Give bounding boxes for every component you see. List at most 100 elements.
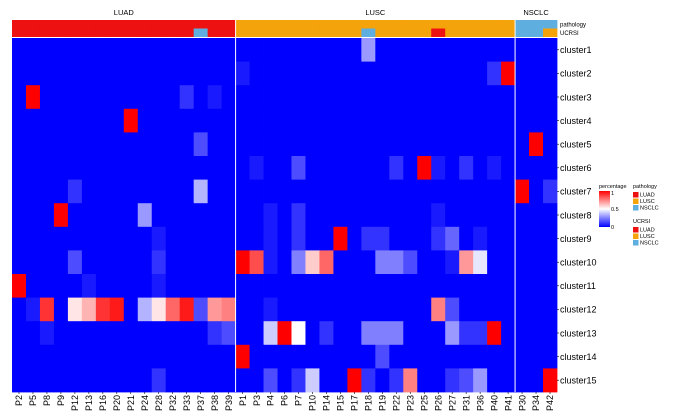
heatmap-cell (123, 321, 139, 346)
heatmap-cell (179, 368, 195, 393)
heatmap-cell (109, 368, 125, 393)
heatmap-cell (417, 250, 432, 275)
heatmap-cell (193, 179, 209, 204)
heatmap-cell (123, 85, 139, 110)
heatmap-cell (123, 344, 139, 369)
col-label: P2 (14, 395, 24, 406)
heatmap-cell (347, 274, 362, 298)
heatmap-cell (12, 274, 27, 298)
heatmap-cell (389, 274, 404, 298)
heatmap-cell (361, 203, 376, 228)
heatmap-cell (207, 156, 223, 180)
heatmap-cell (137, 179, 153, 204)
heatmap-cell (263, 274, 278, 298)
heatmap-cell (123, 368, 139, 393)
heatmap-cell (403, 38, 418, 62)
heatmap-cell (67, 203, 83, 228)
heatmap-cell (263, 179, 278, 204)
heatmap-cell (67, 61, 83, 86)
pathology-cell (81, 20, 97, 29)
heatmap-cell (501, 344, 516, 369)
col-label: P38 (210, 395, 220, 411)
heatmap-cell (445, 321, 460, 346)
heatmap-cell (375, 132, 390, 157)
heatmap-cell (137, 132, 153, 157)
heatmap-cell (165, 203, 181, 228)
heatmap-cell (291, 61, 306, 86)
heatmap-cell (319, 156, 334, 180)
heatmap-cell (319, 61, 334, 86)
heatmap-cell (501, 132, 516, 157)
heatmap-cell (25, 132, 41, 157)
heatmap-cell (207, 344, 223, 369)
ucrsi-cell (291, 28, 306, 37)
heatmap-cell (515, 226, 530, 251)
heatmap-cell (487, 85, 502, 110)
ucrsi-cell (249, 28, 264, 37)
heatmap-cell (403, 108, 418, 133)
heatmap-cell (179, 344, 195, 369)
heatmap-cell (235, 368, 250, 393)
heatmap-cell (221, 61, 236, 86)
heatmap-cell (529, 203, 544, 228)
heatmap-cell (431, 179, 446, 204)
heatmap-cell (95, 274, 111, 298)
heatmap-cell (277, 250, 292, 275)
col-label: P7 (294, 395, 304, 406)
heatmap-cell (81, 203, 97, 228)
heatmap-cell (361, 274, 376, 298)
heatmap-cell (179, 226, 195, 251)
heatmap-cell (95, 156, 111, 180)
row-label: cluster15 (560, 376, 597, 386)
heatmap-cell (165, 250, 181, 275)
heatmap-cell (25, 226, 41, 251)
heatmap-cell (431, 203, 446, 228)
heatmap-cell (235, 108, 250, 133)
heatmap-cell (221, 226, 236, 251)
heatmap-cell (277, 61, 292, 86)
legend-pathology-swatch (633, 198, 639, 204)
pathology-cell (151, 20, 167, 29)
ucrsi-cell (193, 28, 209, 37)
heatmap-cell (277, 226, 292, 251)
col-label: P12 (70, 395, 80, 411)
heatmap-cell (249, 368, 264, 393)
ucrsi-cell (53, 28, 69, 37)
legend-ucrsi-swatch (633, 233, 639, 239)
heatmap-cell (53, 250, 69, 275)
ucrsi-cell (529, 28, 544, 37)
heatmap-cell (151, 297, 167, 322)
heatmap-cell (53, 156, 69, 180)
heatmap-cell (165, 156, 181, 180)
legend-ucrsi-entry: NSCLC (640, 241, 659, 247)
heatmap-cell (277, 321, 292, 346)
col-label: P39 (224, 395, 234, 411)
heatmap-cell (389, 368, 404, 393)
heatmap-cell (361, 226, 376, 251)
heatmap-cell (529, 156, 544, 180)
ucrsi-cell (151, 28, 167, 37)
heatmap-cell (151, 344, 167, 369)
heatmap-cell (109, 321, 125, 346)
heatmap-cell (67, 179, 83, 204)
heatmap-cell (389, 344, 404, 369)
heatmap-cell (221, 250, 236, 275)
heatmap-cell (249, 297, 264, 322)
heatmap-cell (333, 321, 348, 346)
heatmap-cell (333, 38, 348, 62)
heatmap-cell (235, 274, 250, 298)
heatmap-cell (137, 250, 153, 275)
heatmap-cell (25, 297, 41, 322)
heatmap-cell (193, 132, 209, 157)
heatmap-cell (53, 226, 69, 251)
ucrsi-cell (487, 28, 502, 37)
heatmap-cell (431, 274, 446, 298)
heatmap-cell (347, 321, 362, 346)
heatmap-cell (39, 179, 55, 204)
heatmap-cell (347, 344, 362, 369)
heatmap-cell (81, 250, 97, 275)
heatmap-cell (333, 297, 348, 322)
heatmap-cell (12, 297, 27, 322)
heatmap-cell (291, 203, 306, 228)
heatmap-cell (515, 38, 530, 62)
